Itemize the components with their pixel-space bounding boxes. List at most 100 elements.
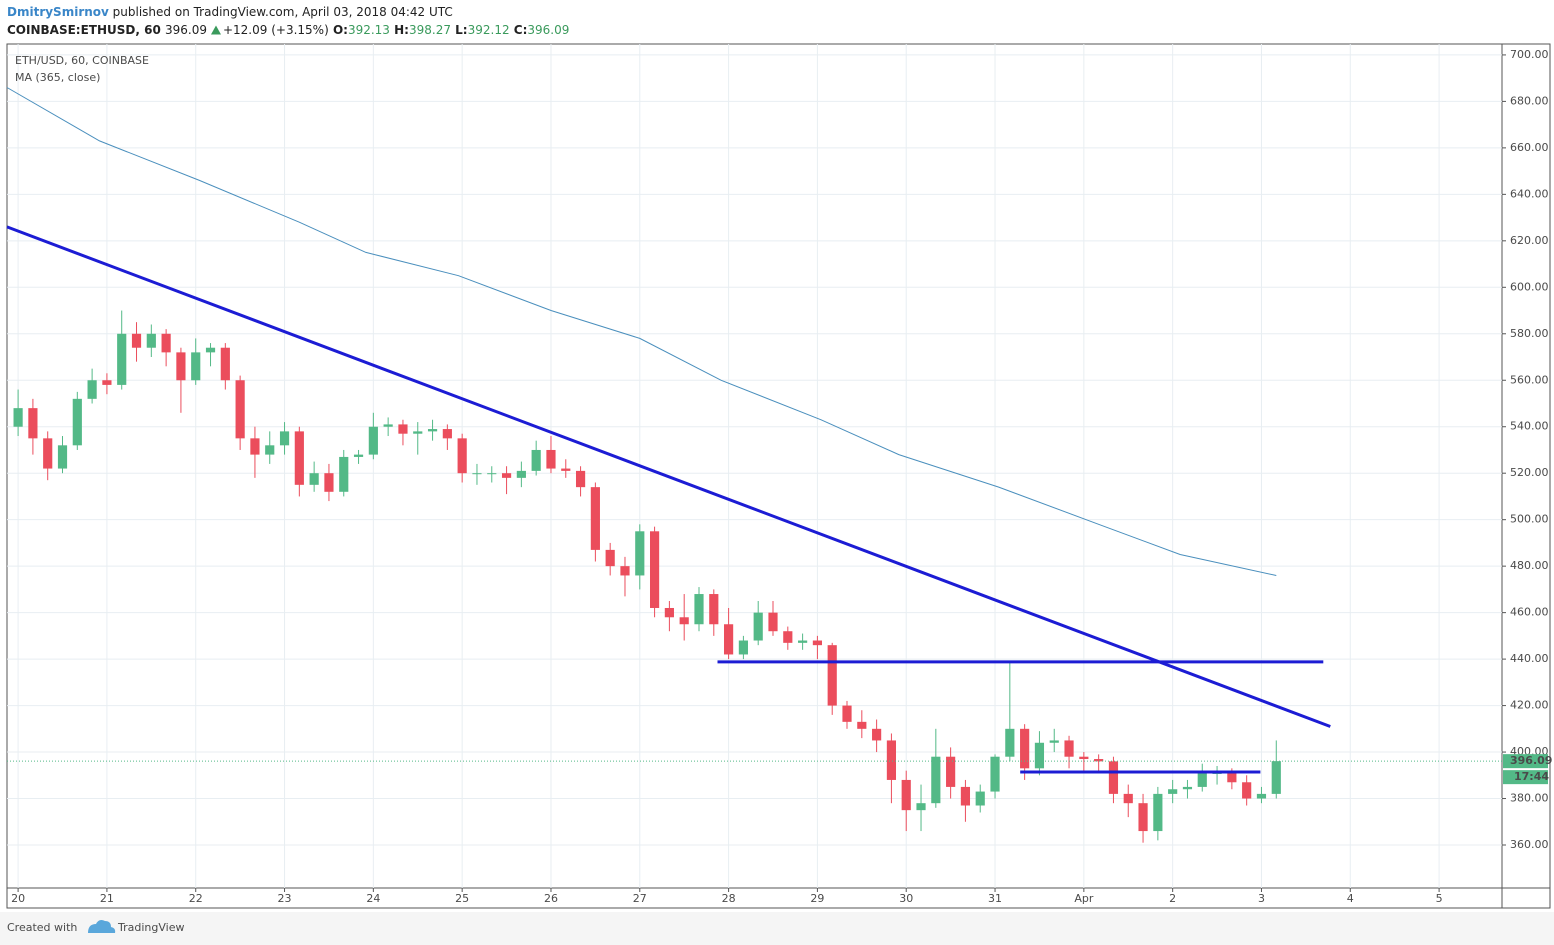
candle-body (368, 426, 378, 455)
candle-body (1020, 728, 1030, 769)
symbol-line: COINBASE:ETHUSD, 60 396.09 +12.09 (+3.15%… (7, 23, 569, 37)
candle-body (205, 347, 216, 353)
candle-body (102, 380, 112, 385)
candle-body (709, 594, 719, 625)
symbol: COINBASE:ETHUSD, 60 (7, 23, 161, 37)
x-tick-label: 5 (1436, 892, 1443, 905)
candle-body (146, 333, 156, 348)
candle-body (886, 740, 897, 780)
x-tick-label: 2 (1169, 892, 1176, 905)
candle-body (1168, 789, 1178, 794)
candle-body (427, 429, 438, 432)
chart-frame (6, 43, 1551, 909)
candle-body (931, 756, 941, 804)
candle-body (783, 631, 793, 643)
candle-body (990, 756, 1000, 792)
candle-body (383, 424, 393, 427)
y-tick-label: 560.00 (1510, 373, 1549, 386)
candle-body (620, 566, 630, 576)
footer (0, 912, 1554, 945)
candle-body (738, 640, 748, 655)
candle-body (161, 333, 171, 353)
candle-body (28, 408, 38, 439)
x-tick-label: 20 (11, 892, 25, 905)
candle-body (309, 473, 319, 485)
candle-body (487, 473, 497, 475)
y-tick-label: 440.00 (1510, 652, 1549, 665)
y-tick-label: 640.00 (1510, 187, 1549, 200)
countdown-box (1503, 770, 1548, 785)
candle-body (1227, 772, 1237, 783)
candle-body (1197, 772, 1207, 787)
candle-body (501, 473, 512, 478)
candle-body (605, 549, 615, 567)
candle-body (339, 456, 349, 492)
y-tick-label: 480.00 (1510, 559, 1549, 572)
y-tick-label: 660.00 (1510, 141, 1549, 154)
created-with: Created with (7, 921, 77, 934)
y-tick-label: 420.00 (1510, 699, 1549, 712)
candle-body (842, 705, 852, 722)
candle-body (1242, 782, 1252, 799)
candle-body (324, 473, 334, 492)
candle-body (353, 454, 364, 457)
candle-body (131, 333, 142, 348)
tradingview-link[interactable]: TradingView (117, 921, 184, 934)
x-tick-label: 21 (100, 892, 114, 905)
candle-body (72, 398, 82, 446)
x-tick-label: 29 (810, 892, 824, 905)
candle-body (516, 470, 526, 478)
x-tick-label: 31 (988, 892, 1002, 905)
candle-body (812, 640, 822, 646)
ma-line (6, 87, 1277, 576)
y-tick-label: 540.00 (1510, 420, 1549, 433)
close: 396.09 (527, 23, 569, 37)
candle-body (975, 791, 985, 806)
candle-body (457, 438, 467, 474)
y-tick-label: 580.00 (1510, 327, 1549, 340)
candle-body (472, 473, 482, 475)
candle-body (872, 728, 882, 741)
candle-body (442, 429, 452, 439)
candle-body (1049, 740, 1059, 743)
candle-body (1094, 759, 1104, 762)
author[interactable]: DmitrySmirnov (7, 5, 109, 19)
candle-body (694, 594, 704, 625)
candle-body (13, 408, 23, 427)
close-label: C: (514, 23, 528, 37)
candle-body (43, 438, 53, 469)
candle-body (827, 645, 837, 706)
candle-body (294, 431, 304, 485)
last-price: 396.09 (165, 23, 207, 37)
change: +12.09 (+3.15%) (223, 23, 329, 37)
candle-body (1034, 742, 1045, 769)
candle-body (1153, 793, 1163, 832)
x-tick-label: 3 (1258, 892, 1265, 905)
legend-symbol: ETH/USD, 60, COINBASE (15, 54, 149, 67)
high-label: H: (394, 23, 409, 37)
x-tick-label: Apr (1074, 892, 1094, 905)
candle-body (279, 431, 290, 446)
y-tick-label: 680.00 (1510, 94, 1549, 107)
tradingview-logo[interactable] (88, 920, 116, 933)
candle-body (1271, 761, 1281, 794)
y-tick-label: 500.00 (1510, 513, 1549, 526)
candle-body (916, 803, 926, 811)
candle-body (768, 612, 778, 632)
candle-body (1138, 803, 1148, 832)
candle-body (857, 721, 867, 729)
y-tick-label: 460.00 (1510, 606, 1549, 619)
candle-body (679, 617, 689, 625)
candle-body (220, 347, 230, 381)
candle-body (753, 612, 763, 641)
candle-body (664, 607, 674, 618)
trendline (6, 225, 1331, 728)
x-tick-label: 22 (189, 892, 203, 905)
open: 392.13 (348, 23, 390, 37)
up-arrow (210, 25, 221, 35)
candle-body (235, 380, 245, 439)
legend-ma: MA (365, close) (15, 71, 100, 84)
x-tick-label: 27 (633, 892, 647, 905)
candle-body (176, 352, 186, 381)
